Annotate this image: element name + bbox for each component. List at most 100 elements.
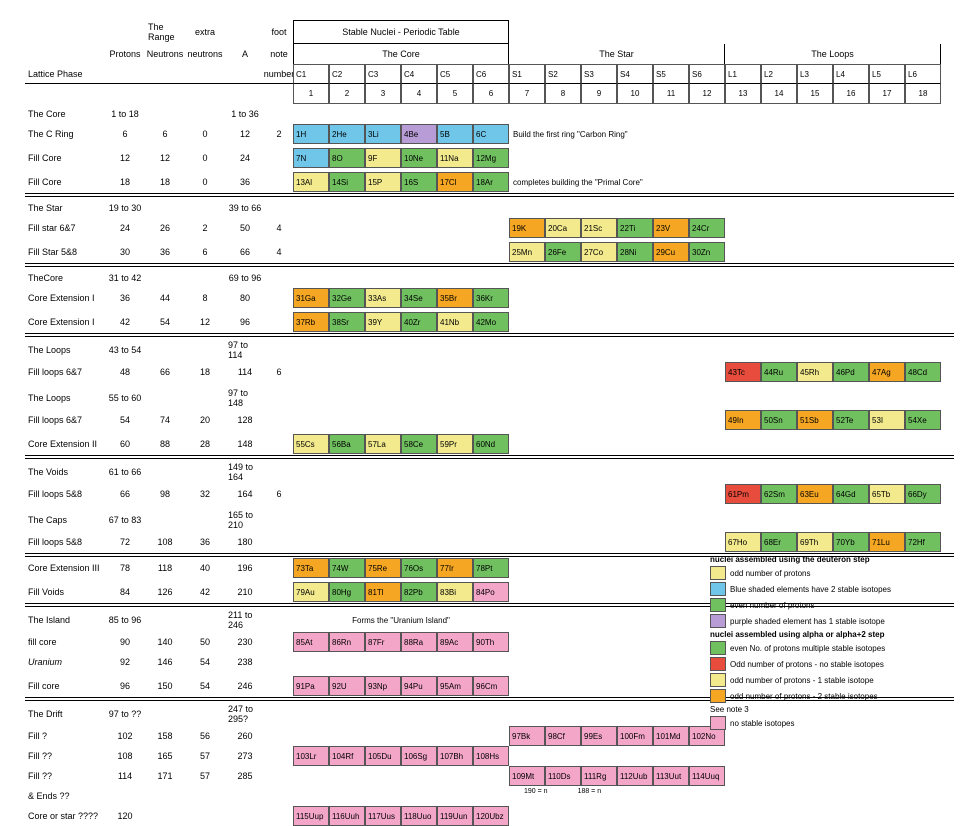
note-num <box>265 632 293 652</box>
element-cell: 91Pa <box>293 676 329 696</box>
element-cell: 14Si <box>329 172 365 192</box>
note-num <box>265 582 293 602</box>
range-val: 285 <box>225 766 265 786</box>
lattice-phase: Fill loops 6&7 <box>25 410 105 430</box>
element-cell: 41Nb <box>437 312 473 332</box>
note-num <box>265 172 293 192</box>
lattice-phase: Core Extension I <box>25 312 105 332</box>
hdr-number: number <box>265 64 293 84</box>
element-cell: 100Fm <box>617 726 653 746</box>
range-val <box>145 806 185 826</box>
element-cell: 20Ca <box>545 218 581 238</box>
range-val: 273 <box>225 746 265 766</box>
element-cell: 8O <box>329 148 365 168</box>
hdr-foot: foot <box>265 20 293 44</box>
range-val: 18 <box>145 172 185 192</box>
col-num: 11 <box>653 84 689 104</box>
range-val: 120 <box>105 806 145 826</box>
note-num <box>265 410 293 430</box>
element-cell: 84Po <box>473 582 509 602</box>
range-val: 8 <box>185 288 225 308</box>
col-hdr: C4 <box>401 64 437 84</box>
range-val: 12 <box>225 124 265 144</box>
grp-star: The Star <box>509 44 725 64</box>
title: Stable Nuclei - Periodic Table <box>293 20 509 44</box>
data-row: Core Extension II60882814855Cs56Ba57La58… <box>25 434 954 454</box>
element-cell: 21Sc <box>581 218 617 238</box>
hdr-neutrons2: neutrons <box>185 44 225 64</box>
range-val: 12 <box>185 312 225 332</box>
col-hdr: S5 <box>653 64 689 84</box>
element-cell: 104Rf <box>329 746 365 766</box>
legend-swatch <box>710 716 726 730</box>
element-cell: 43Tc <box>725 362 761 382</box>
range-val: 97 to 114 <box>225 338 265 362</box>
range-val: 12 <box>145 148 185 168</box>
data-row: Fill Core12120247N8O9F10Ne11Na12Mg <box>25 148 954 168</box>
range-val: 19 to 30 <box>105 198 145 218</box>
element-cell: 67Ho <box>725 532 761 552</box>
hdr-protons: Protons <box>105 44 145 64</box>
element-cell: 68Er <box>761 532 797 552</box>
col-num: 7 <box>509 84 545 104</box>
legend-item: See note 3 <box>710 704 926 715</box>
range-val: 158 <box>145 726 185 746</box>
range-val: 72 <box>105 532 145 552</box>
element-cell: 36Kr <box>473 288 509 308</box>
col-hdr: S6 <box>689 64 725 84</box>
element-cell: 78Pt <box>473 558 509 578</box>
data-row: & Ends ?? <box>25 786 954 806</box>
note-num <box>265 532 293 552</box>
data-row: The Star19 to 3039 to 66 <box>25 198 954 218</box>
element-cell: 54Xe <box>905 410 941 430</box>
legend-text: no stable isotopes <box>730 719 795 728</box>
range-val: 108 <box>145 532 185 552</box>
data-row: Fill Star 5&83036666425Mn26Fe27Co28Ni29C… <box>25 242 954 262</box>
range-val: 74 <box>145 410 185 430</box>
note-num <box>265 702 293 726</box>
element-cell: 19K <box>509 218 545 238</box>
range-val: 92 <box>105 652 145 672</box>
lattice-phase: Fill Core <box>25 148 105 168</box>
range-val <box>185 806 225 826</box>
legend-item: Odd number of protons - no stable isotop… <box>710 656 926 672</box>
element-cell: 46Pd <box>833 362 869 382</box>
note-num <box>265 558 293 578</box>
col-num: 4 <box>401 84 437 104</box>
range-val: 126 <box>145 582 185 602</box>
range-val: 61 to 66 <box>105 460 145 484</box>
col-num-row: 123456789101112131415161718 <box>25 84 954 104</box>
element-cell: 85At <box>293 632 329 652</box>
range-val: 50 <box>185 632 225 652</box>
data-row: Fill loops 5&8669832164661Pm62Sm63Eu64Gd… <box>25 484 954 504</box>
range-val: 114 <box>225 362 265 382</box>
col-num: 14 <box>761 84 797 104</box>
range-val: 88 <box>145 434 185 454</box>
range-val: 18 <box>105 172 145 192</box>
range-val: 54 <box>105 410 145 430</box>
range-val: 57 <box>185 746 225 766</box>
range-val: 102 <box>105 726 145 746</box>
legend-text: nuclei assembled using the deuteron step <box>710 555 870 564</box>
lattice-phase: Core Extension I <box>25 288 105 308</box>
note-num: 4 <box>265 242 293 262</box>
element-cell: 18Ar <box>473 172 509 192</box>
range-val <box>105 786 145 806</box>
range-val <box>145 460 185 484</box>
col-num: 6 <box>473 84 509 104</box>
range-val: 43 to 54 <box>105 338 145 362</box>
range-val: 6 <box>185 242 225 262</box>
col-num: 10 <box>617 84 653 104</box>
range-val: 36 <box>145 242 185 262</box>
element-cell: 29Cu <box>653 242 689 262</box>
legend-swatch <box>710 689 726 703</box>
range-val: 98 <box>145 484 185 504</box>
element-cell: 106Sg <box>401 746 437 766</box>
element-cell: 64Gd <box>833 484 869 504</box>
range-val: 140 <box>145 632 185 652</box>
element-cell: 30Zn <box>689 242 725 262</box>
lattice-phase: The Core <box>25 104 105 124</box>
element-cell: 42Mo <box>473 312 509 332</box>
element-cell: 59Pr <box>437 434 473 454</box>
element-cell: 13Al <box>293 172 329 192</box>
